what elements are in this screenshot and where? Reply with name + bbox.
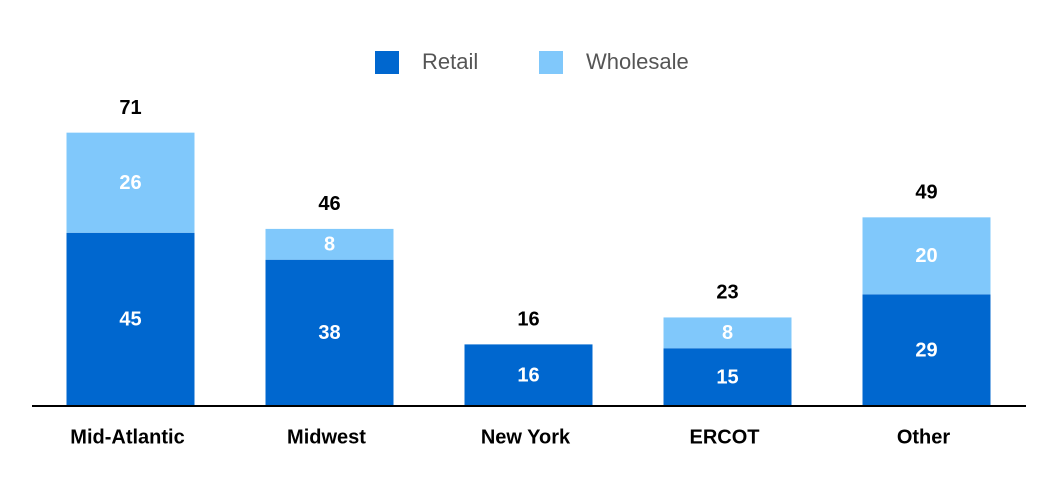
- x-tick-label: Other: [897, 426, 951, 448]
- total-label: 23: [716, 282, 738, 304]
- value-label: 20: [915, 245, 937, 267]
- bar-segment: [265, 259, 394, 406]
- bar-segment: [862, 217, 991, 295]
- x-tick-label: New York: [481, 426, 571, 448]
- bar-segment: [663, 348, 792, 406]
- total-label: 46: [318, 193, 340, 215]
- x-tick-label: ERCOT: [690, 426, 760, 448]
- legend-label: Wholesale: [586, 49, 689, 74]
- total-label: 16: [517, 309, 539, 331]
- value-label: 15: [716, 366, 738, 388]
- bar-segment: [663, 317, 792, 349]
- bar-segment: [66, 232, 195, 406]
- value-label: 8: [324, 234, 335, 256]
- bar-segment: [862, 294, 991, 406]
- x-tick-label: Mid-Atlantic: [70, 426, 184, 448]
- legend-label: Retail: [422, 49, 478, 74]
- bar-segment: [464, 344, 593, 406]
- value-label: 45: [119, 309, 141, 331]
- bar-segment: [66, 132, 195, 233]
- legend-swatch: [539, 51, 563, 74]
- value-label: 8: [722, 322, 733, 344]
- total-label: 49: [915, 182, 937, 204]
- value-label: 38: [318, 322, 340, 344]
- x-tick-label: Midwest: [287, 426, 366, 448]
- value-label: 29: [915, 339, 937, 361]
- bar-segment: [265, 228, 394, 260]
- legend-swatch: [375, 51, 399, 74]
- total-label: 71: [119, 97, 141, 119]
- value-label: 26: [119, 172, 141, 194]
- value-label: 16: [517, 364, 539, 386]
